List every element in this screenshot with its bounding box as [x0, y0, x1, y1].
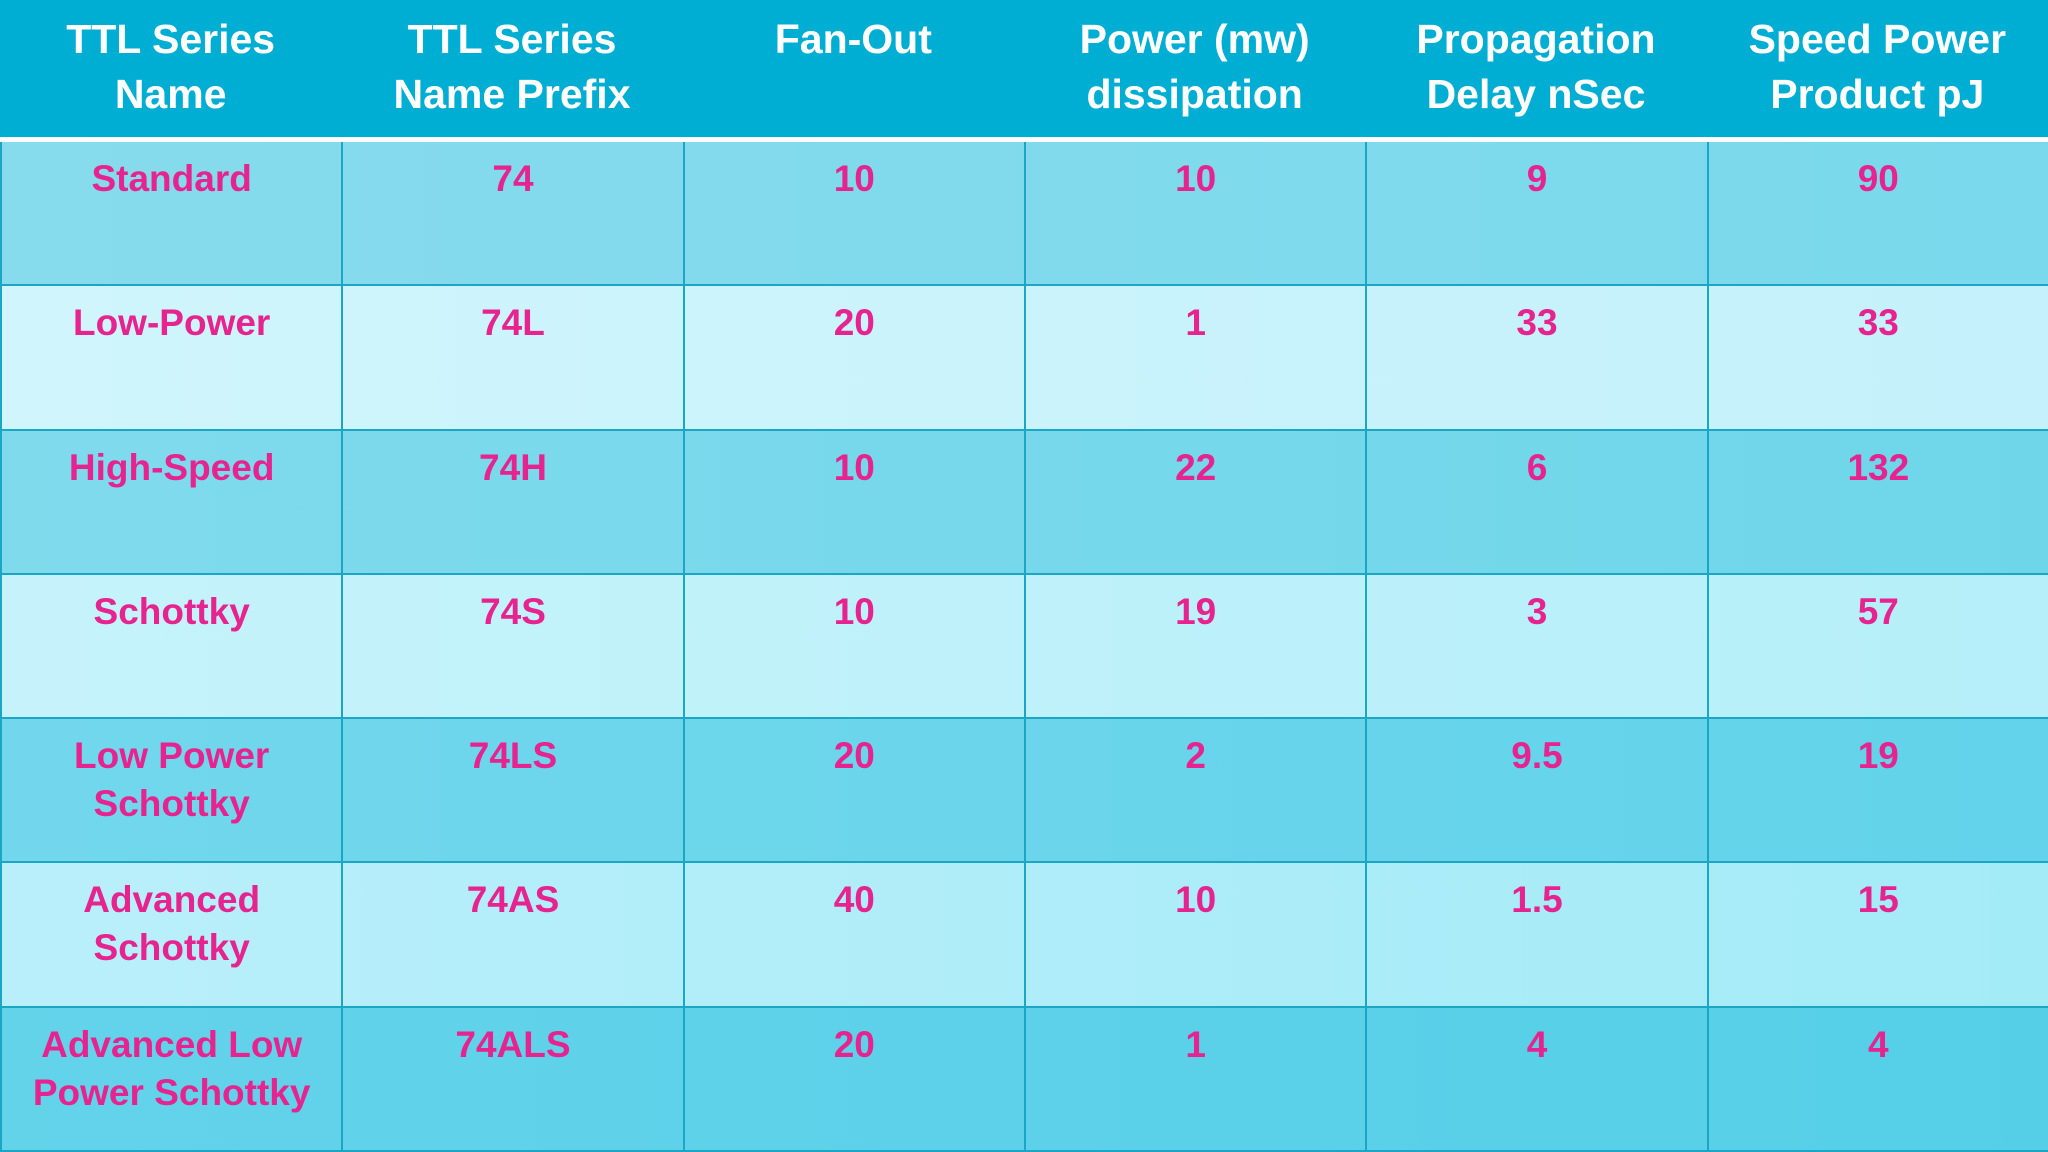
cell-speed-power-product: 33 — [1857, 302, 1899, 344]
cell-speed-power-product: 15 — [1857, 879, 1899, 921]
cell-propagation-delay: 3 — [1367, 574, 1709, 718]
cell-fan-out: 10 — [685, 430, 1026, 573]
cell-series-name: Low Power Schottky — [2, 719, 344, 862]
cell-series-name: High-Speed — [2, 430, 344, 573]
table-row: Advanced Schottky 74AS 40 10 1.5 15 — [2, 861, 2048, 1006]
cell-propagation-delay: 9 — [1367, 142, 1709, 285]
cell-propagation-delay: 6 — [1367, 430, 1709, 573]
cell-fan-out: 40 — [685, 863, 1026, 1006]
cell-speed-power-product: 132 — [1847, 446, 1910, 488]
cell-power-dissipation: 1 — [1026, 286, 1368, 429]
table-row: Low-Power 74L 20 1 33 33 — [2, 284, 2048, 429]
cell-name-prefix: 74 — [343, 142, 685, 285]
header-power-dissipation: Power (mw) dissipation — [1079, 16, 1310, 117]
header-propagation-delay: Propagation Delay nSec — [1416, 16, 1656, 117]
cell-name-prefix: 74AS — [343, 863, 685, 1006]
cell-name-prefix: 74H — [343, 430, 685, 573]
cell-fan-out: 20 — [685, 719, 1026, 862]
header-name-prefix: TTL Series Name Prefix — [393, 16, 631, 117]
cell-propagation-delay: 9.5 — [1367, 719, 1709, 862]
cell-speed-power-product: 90 — [1857, 158, 1899, 199]
cell-name-prefix: 74L — [343, 286, 685, 429]
cell-speed-power-product: 4 — [1868, 1023, 1889, 1065]
cell-series-name: Standard — [2, 142, 344, 285]
cell-power-dissipation: 19 — [1026, 574, 1368, 718]
table-body: Standard 74 10 10 9 90 Low-Power 74L 20 … — [0, 142, 2048, 1152]
cell-power-dissipation: 1 — [1026, 1007, 1368, 1150]
cell-power-dissipation: 10 — [1026, 142, 1368, 285]
cell-propagation-delay: 1.5 — [1367, 863, 1709, 1006]
header-speed-power-product: Speed Power Product pJ — [1748, 16, 2007, 117]
cell-name-prefix: 74ALS — [343, 1007, 685, 1150]
cell-fan-out: 20 — [685, 286, 1026, 429]
table-row: High-Speed 74H 10 22 6 132 — [2, 428, 2048, 573]
cell-series-name: Low-Power — [2, 286, 344, 429]
cell-series-name: Advanced Low Power Schottky — [2, 1007, 344, 1150]
table-header-row: TTL Series Name TTL Series Name Prefix F… — [0, 0, 2048, 142]
table-row: Low Power Schottky 74LS 20 2 9.5 19 — [2, 717, 2048, 862]
table-row: Schottky 74S 10 19 3 57 — [2, 572, 2048, 718]
cell-series-name: Schottky — [2, 574, 344, 718]
cell-speed-power-product: 19 — [1857, 735, 1899, 777]
cell-series-name: Advanced Schottky — [2, 863, 344, 1006]
cell-power-dissipation: 10 — [1026, 863, 1368, 1006]
cell-speed-power-product: 57 — [1857, 590, 1899, 632]
cell-power-dissipation: 22 — [1026, 430, 1368, 573]
cell-name-prefix: 74LS — [343, 719, 685, 862]
cell-fan-out: 10 — [685, 574, 1026, 718]
table-row: Advanced Low Power Schottky 74ALS 20 1 4… — [2, 1005, 2048, 1150]
header-series-name: TTL Series Name — [66, 16, 276, 117]
cell-fan-out: 10 — [685, 142, 1026, 285]
cell-name-prefix: 74S — [343, 574, 685, 718]
header-fan-out: Fan-Out — [774, 16, 932, 62]
cell-power-dissipation: 2 — [1026, 719, 1368, 862]
table-row: Standard 74 10 10 9 90 — [2, 142, 2048, 285]
cell-propagation-delay: 33 — [1367, 286, 1709, 429]
cell-fan-out: 20 — [685, 1007, 1026, 1150]
cell-propagation-delay: 4 — [1367, 1007, 1709, 1150]
